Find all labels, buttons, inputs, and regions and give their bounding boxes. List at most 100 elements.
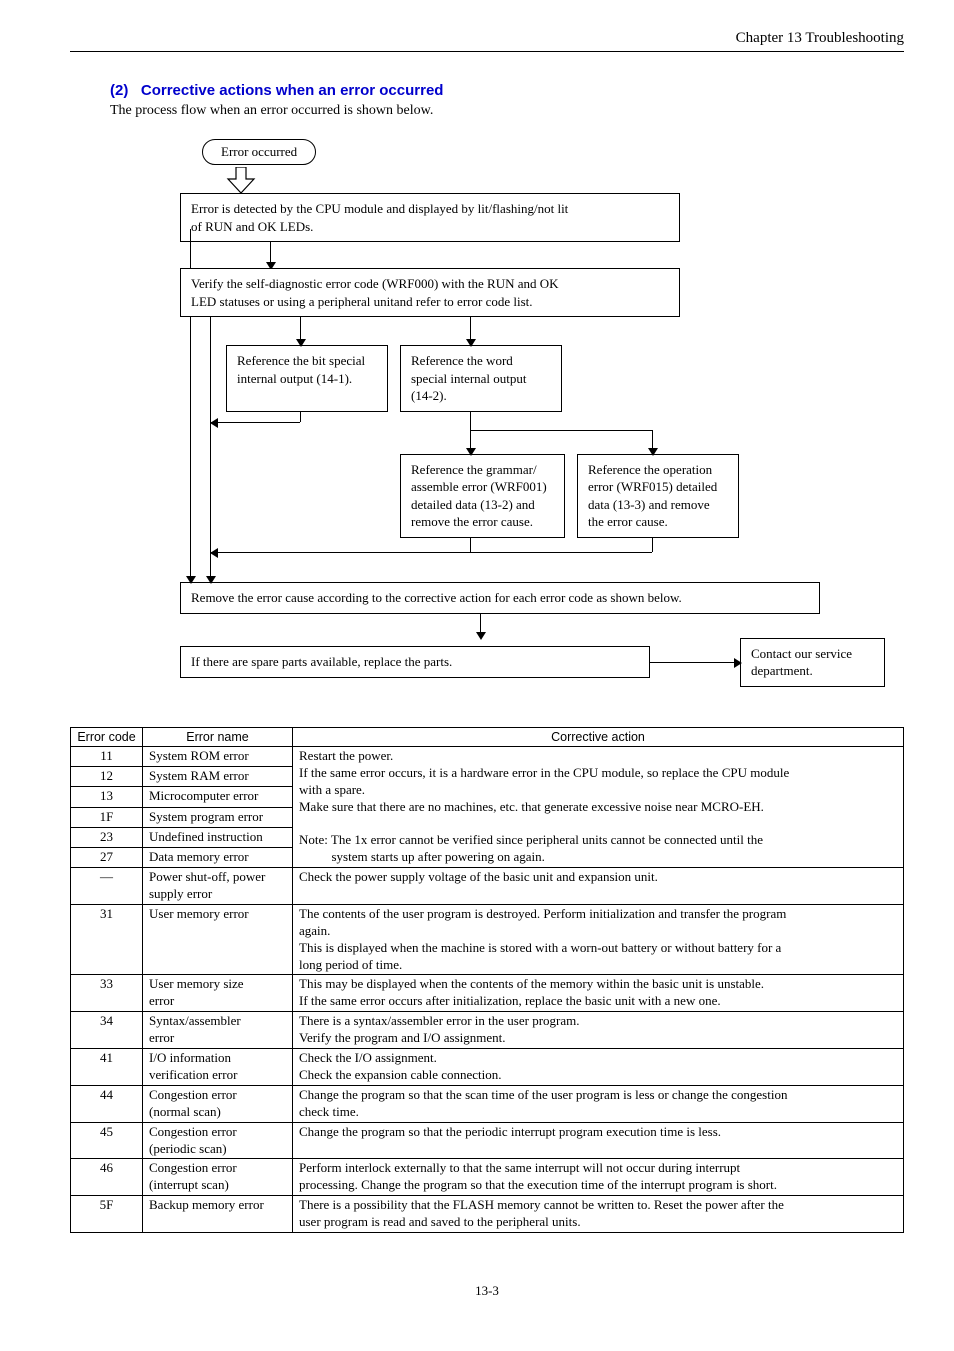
connector [470,430,471,450]
text: Congestion error [149,1124,237,1139]
text: Congestion error [149,1087,237,1102]
arrow-down-icon [648,448,658,456]
cell-name: Undefined instruction [143,827,293,847]
text: Change the program so that the periodic … [299,1124,721,1139]
text: If the same error occurs after initializ… [299,993,721,1008]
cell-action: There is a possibility that the FLASH me… [293,1196,904,1233]
cell-action: There is a syntax/assembler error in the… [293,1012,904,1049]
cell-code: 1F [71,807,143,827]
table-row: 11 System ROM error Restart the power. I… [71,746,904,766]
text: processing. Change the program so that t… [299,1177,777,1192]
arrow-down-icon [466,339,476,347]
table-row: 34 Syntax/assemblererror There is a synt… [71,1012,904,1049]
text: special internal output [411,371,527,386]
text: Contact our service [751,646,852,661]
text: Syntax/assembler [149,1013,241,1028]
text: again. [299,923,330,938]
text: error [149,993,174,1008]
text: detailed data (13-2) and [411,497,535,512]
text: If there are spare parts available, repl… [191,654,452,669]
cell-name: I/O information verification error [143,1049,293,1086]
cell-code: — [71,868,143,905]
text: I/O information [149,1050,231,1065]
text: This is displayed when the machine is st… [299,940,781,955]
text: internal output (14-1). [237,371,352,386]
flow-box-detect: Error is detected by the CPU module and … [180,193,680,242]
text: Remove the error cause according to the … [191,590,682,605]
cell-name: System RAM error [143,767,293,787]
cell-name: Backup memory error [143,1196,293,1233]
flow-box-word-special: Reference the word special internal outp… [400,345,562,412]
connector [470,430,652,431]
cell-name: Microcomputer error [143,787,293,807]
text: system starts up after powering on again… [299,849,545,864]
table-row: 46 Congestion error(interrupt scan) Perf… [71,1159,904,1196]
text: There is a possibility that the FLASH me… [299,1197,784,1212]
text: of RUN and OK LEDs. [191,219,313,234]
cell-action: This may be displayed when the contents … [293,975,904,1012]
intro-text: The process flow when an error occurred … [110,103,904,119]
text: Power shut-off, power [149,869,265,884]
flowchart: Error occurred Error is detected by the … [180,139,904,687]
section-num: (2) [110,82,128,99]
text: Error is detected by the CPU module and … [191,201,568,216]
table-row: 33 User memory sizeerror This may be dis… [71,975,904,1012]
text: error (WRF015) detailed [588,479,717,494]
connector [470,538,471,552]
cell-name: Congestion error (periodic scan) [143,1122,293,1159]
table-row: 44 Congestion error(normal scan) Change … [71,1085,904,1122]
section-title: (2) Corrective actions when an error occ… [110,82,904,99]
text: The contents of the user program is dest… [299,906,786,921]
section-heading: Corrective actions when an error occurre… [141,82,444,99]
text: long period of time. [299,957,402,972]
cell-name: System program error [143,807,293,827]
connector [470,317,471,341]
text: with a spare. [299,782,365,797]
cell-name: Power shut-off, powersupply error [143,868,293,905]
text: verification error [149,1067,237,1082]
text: Verify the self-diagnostic error code (W… [191,276,559,291]
cell-name: User memory error [143,904,293,975]
text: This may be displayed when the contents … [299,976,764,991]
text: If the same error occurs, it is a hardwa… [299,765,789,780]
connector [470,412,471,430]
text: Congestion error [149,1160,237,1175]
text: Change the program so that the scan time… [299,1087,787,1102]
table-row: 5F Backup memory error There is a possib… [71,1196,904,1233]
connector [270,242,271,264]
cell-code: 33 [71,975,143,1012]
text: Reference the word [411,353,513,368]
cell-name: Congestion error (normal scan) [143,1085,293,1122]
text: Restart the power. [299,748,393,763]
text: remove the error cause. [411,514,533,529]
flow-box-spare-parts: If there are spare parts available, repl… [180,646,650,678]
connector [652,430,653,450]
text: Reference the operation [588,462,712,477]
text: Verify the program and I/O assignment. [299,1030,506,1045]
arrow-down-icon [296,339,306,347]
arrow-down-icon [186,576,196,584]
cell-name: Congestion error(interrupt scan) [143,1159,293,1196]
cell-action: Perform interlock externally to that the… [293,1159,904,1196]
text: the error cause. [588,514,668,529]
flow-box-grammar: Reference the grammar/ assemble error (W… [400,454,565,538]
hollow-down-arrow [226,167,256,193]
text: (periodic scan) [149,1141,227,1156]
text: assemble error (WRF001) [411,479,547,494]
table-row: 31 User memory error The contents of the… [71,904,904,975]
arrow-left-icon [210,548,218,558]
cell-action: The contents of the user program is dest… [293,904,904,975]
text: LED statuses or using a peripheral unita… [191,294,533,309]
cell-code: 13 [71,787,143,807]
header-rule [70,51,904,52]
cell-action: Change the program so that the periodic … [293,1122,904,1159]
cell-name: Syntax/assemblererror [143,1012,293,1049]
text: department. [751,663,813,678]
connector [210,422,300,423]
arrow-left-icon [210,418,218,428]
start-terminator: Error occurred [202,139,316,165]
cell-name: User memory sizeerror [143,975,293,1012]
text: (normal scan) [149,1104,221,1119]
text: Make sure that there are no machines, et… [299,799,764,814]
error-table: Error code Error name Corrective action … [70,727,904,1233]
